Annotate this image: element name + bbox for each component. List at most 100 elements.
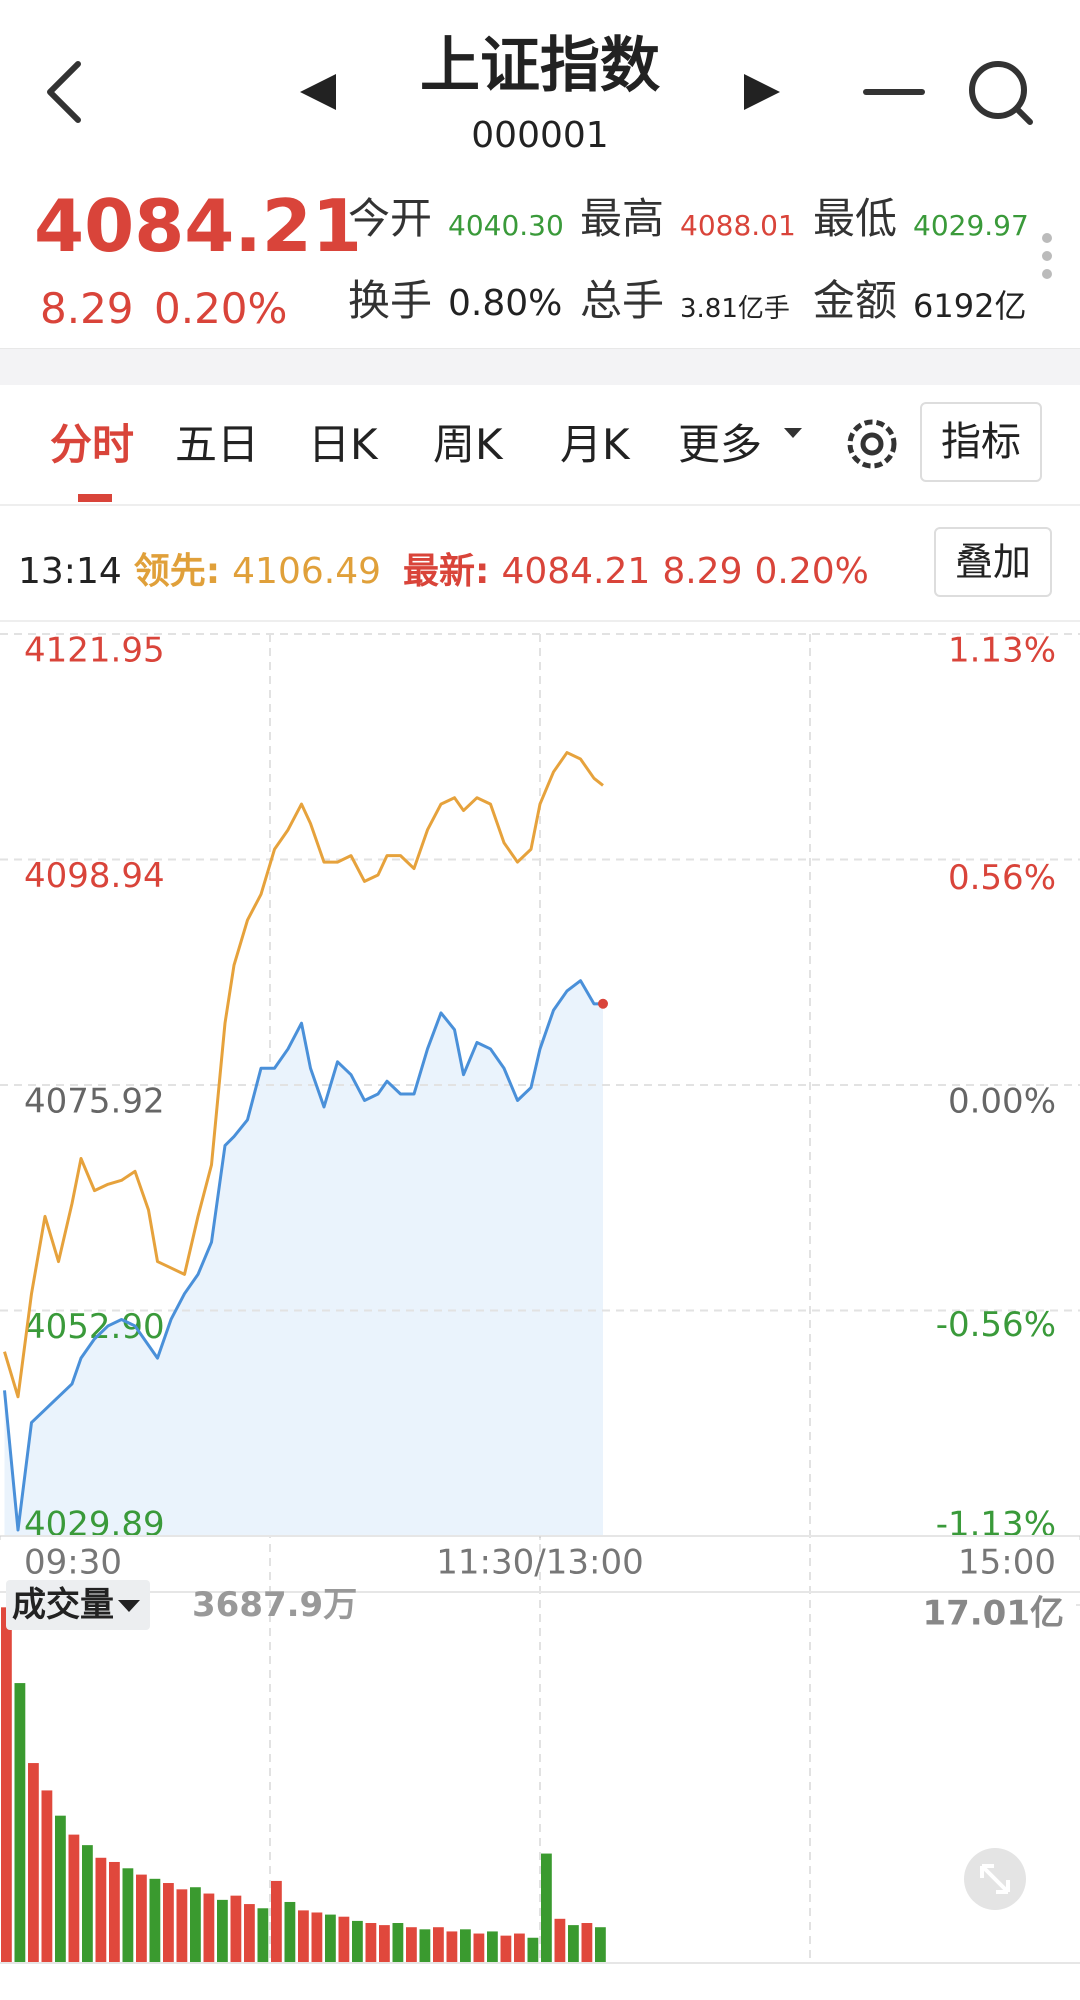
volume-bar (595, 1927, 606, 1963)
volume-bar (230, 1895, 242, 1963)
tab[interactable]: 日K (308, 420, 378, 469)
tab-underline (78, 494, 112, 502)
volume-bar (325, 1914, 336, 1963)
latest-pct: 0.20% (754, 551, 869, 592)
volume-bar (203, 1893, 215, 1963)
indicator-button[interactable]: 指标 (920, 402, 1042, 482)
overlay-button[interactable]: 叠加 (934, 527, 1052, 597)
y-tick-label: 4121.95 (24, 631, 165, 671)
volume-bar (298, 1910, 309, 1963)
volume-bar (82, 1845, 93, 1963)
expand-button[interactable] (962, 1846, 1028, 1912)
volume-bar (527, 1937, 539, 1963)
volume-bar (487, 1931, 498, 1963)
stat-label: 最低 (813, 194, 898, 243)
tab[interactable]: 分时 (50, 420, 135, 469)
tab[interactable]: 月K (560, 420, 630, 469)
stat-value: 6192亿 (913, 287, 1027, 325)
title: 上证指数 (420, 31, 660, 101)
stat-label: 换手 (348, 276, 433, 325)
latest-change: 8.29 (662, 551, 743, 592)
volume-bar (176, 1889, 188, 1963)
price-change-pct: 0.20% (154, 284, 288, 333)
volume-bar (149, 1878, 161, 1963)
volume-bar (352, 1920, 363, 1963)
volume-bar (581, 1923, 593, 1963)
stat-value: 0.80% (448, 283, 563, 324)
volume-bar (554, 1918, 566, 1963)
price-change: 8.29 (40, 284, 134, 333)
volume-bar (109, 1861, 120, 1963)
volume-bar (500, 1935, 512, 1963)
y2-tick-label: -0.56% (936, 1305, 1056, 1345)
volume-bar (55, 1815, 66, 1963)
volume-bar (379, 1925, 390, 1963)
volume-bar (68, 1834, 80, 1963)
volume-value: 3687.9万 (192, 1585, 358, 1625)
separator (0, 504, 1080, 506)
y2-tick-label: 1.13% (948, 631, 1056, 671)
volume-bar (392, 1923, 404, 1963)
search-button[interactable] (969, 61, 1033, 125)
dropdown-arrow (118, 1600, 140, 1612)
latest-label: 最新: (403, 551, 490, 592)
settings-button[interactable] (840, 412, 904, 476)
next-button[interactable] (744, 74, 780, 110)
volume-bar (14, 1683, 26, 1963)
separator (0, 620, 1080, 622)
y-tick-label: 4029.89 (24, 1505, 165, 1545)
volume-bar (541, 1853, 552, 1963)
y-tick-label: 4098.94 (24, 856, 165, 896)
stat-label: 总手 (580, 276, 665, 325)
lead-label: 领先: (133, 551, 221, 592)
volume-bar (95, 1857, 107, 1963)
tab[interactable]: 五日 (175, 420, 260, 469)
y2-tick-label: 0.56% (948, 858, 1056, 898)
volume-bar (406, 1927, 417, 1963)
stat-label: 今开 (348, 194, 433, 243)
volume-bar (122, 1868, 134, 1963)
line (3, 751, 604, 1399)
y2-tick-label: 0.00% (948, 1082, 1056, 1122)
volume-bar (568, 1925, 579, 1963)
volume-bar (217, 1899, 228, 1963)
stat-label: 金额 (813, 276, 898, 325)
volume-selector[interactable]: 成交量 (6, 1580, 150, 1630)
x-tick-label: 15:00 (958, 1543, 1056, 1583)
volume-bar (41, 1790, 53, 1963)
header-icons (47, 61, 1033, 125)
x-tick-label: 11:30/13:00 (436, 1543, 643, 1583)
stock-code: 000001 (471, 115, 609, 156)
y-tick-label: 17.01亿 (922, 1594, 1064, 1634)
volume-bar (419, 1929, 431, 1963)
volume-bar (163, 1883, 174, 1963)
stat-value: 4029.97 (913, 209, 1029, 242)
volume-bar (284, 1901, 296, 1963)
tab[interactable]: 更多 (678, 420, 763, 469)
volume-bar (460, 1929, 471, 1963)
stat-value: 4088.01 (680, 209, 796, 242)
info-row: 13:14 领先: 4106.49 最新: 4084.21 8.29 0.20% (18, 554, 869, 590)
stat-value: 3.81亿手 (680, 294, 790, 324)
volume-label: 成交量 (12, 1585, 114, 1625)
y-tick-label: 4075.92 (24, 1082, 165, 1122)
divider (0, 348, 1080, 385)
volume-bar (271, 1880, 282, 1963)
prev-button[interactable] (300, 74, 336, 110)
volume-bar (28, 1763, 39, 1963)
volume-bar (311, 1912, 323, 1963)
time: 13:14 (18, 551, 122, 592)
dropdown-arrow[interactable] (780, 418, 806, 444)
volume-bar (365, 1923, 377, 1963)
volume-bar (338, 1916, 350, 1963)
tab[interactable]: 周K (433, 420, 503, 469)
last-point (598, 998, 608, 1009)
volume-bar (257, 1908, 269, 1963)
volume-bar (244, 1904, 255, 1963)
lead-value: 4106.49 (232, 551, 382, 592)
more-dots[interactable] (1030, 220, 1060, 290)
y2-tick-label: -1.13% (936, 1505, 1056, 1545)
back-button[interactable] (47, 61, 81, 123)
